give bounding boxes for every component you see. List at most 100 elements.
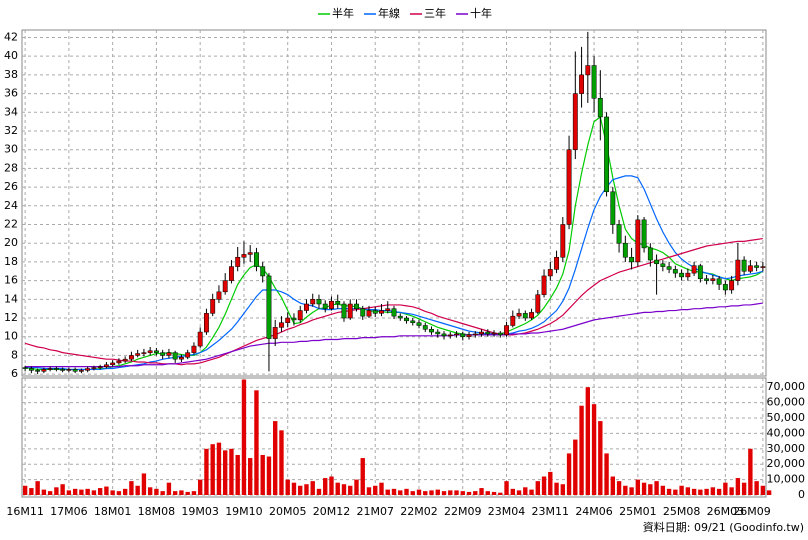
- volume-bar: [523, 487, 528, 495]
- volume-bar: [304, 484, 309, 495]
- candle-body: [329, 300, 334, 309]
- y2-tick-label: 30,000: [767, 442, 806, 455]
- y-tick-label: 36: [4, 87, 18, 100]
- volume-bar: [723, 482, 728, 495]
- candle-body: [479, 331, 484, 335]
- candle-body: [22, 367, 28, 369]
- candle-body: [560, 224, 566, 258]
- candle-body: [504, 325, 509, 336]
- candle-body: [85, 368, 91, 371]
- y-tick-label: 30: [4, 143, 18, 156]
- volume-bar: [41, 489, 47, 495]
- candle-body: [310, 299, 316, 305]
- x-tick-label: 22M09: [444, 505, 482, 518]
- volume-bar: [691, 488, 697, 495]
- candle-body: [547, 269, 553, 277]
- volume-bar: [591, 404, 597, 495]
- volume-bar: [541, 476, 547, 495]
- candle-body: [466, 334, 472, 337]
- volume-bar: [491, 491, 497, 495]
- candle-body: [304, 303, 309, 311]
- candle-body: [666, 266, 672, 270]
- volume-bar: [160, 491, 165, 495]
- volume-bar: [585, 387, 591, 495]
- candle-body: [97, 366, 103, 368]
- volume-bar: [485, 491, 490, 495]
- candle-body: [510, 315, 516, 326]
- candle-body: [491, 332, 497, 335]
- y-tick-label: 22: [4, 218, 18, 231]
- volume-bar: [510, 488, 515, 495]
- volume-bar: [354, 479, 359, 495]
- price-panel: [21, 29, 767, 377]
- candle-body: [679, 272, 685, 278]
- y-tick-label: 38: [4, 68, 18, 81]
- volume-bar: [273, 421, 278, 495]
- volume-bar: [291, 482, 297, 495]
- volume-bar: [385, 489, 390, 495]
- x-tick-label: 19M03: [181, 505, 219, 518]
- candle-body: [535, 294, 541, 313]
- candle-body: [147, 350, 153, 353]
- candle-body: [354, 303, 359, 309]
- volume-bar: [79, 489, 84, 495]
- volume-bar: [435, 489, 440, 495]
- volume-bar: [254, 390, 259, 495]
- volume-bar: [441, 491, 447, 495]
- candle-body: [166, 352, 172, 356]
- volume-bar: [579, 405, 584, 495]
- candle-body: [591, 65, 597, 99]
- x-tick-label: 18M01: [94, 505, 132, 518]
- candle-body: [691, 265, 697, 274]
- volume-bar: [679, 485, 684, 495]
- volume-bar: [398, 490, 403, 495]
- candle-body: [297, 310, 303, 321]
- volume-bar: [460, 491, 465, 495]
- legend-label: 十年: [470, 6, 492, 20]
- volume-bar: [323, 478, 328, 495]
- candle-body: [103, 364, 109, 367]
- y-tick-label: 26: [4, 180, 18, 193]
- candle-body: [622, 242, 628, 258]
- candle-body: [741, 259, 747, 272]
- candle-body: [347, 303, 353, 319]
- candle-body: [279, 322, 284, 328]
- y-tick-label: 10: [4, 330, 18, 343]
- candle-body: [485, 331, 491, 335]
- y2-tick-label: 50,000: [767, 411, 806, 424]
- volume-bar: [598, 421, 603, 495]
- volume-bar: [629, 487, 634, 495]
- volume-bar: [335, 482, 340, 495]
- volume-bar: [141, 473, 147, 495]
- x-tick-label: 23M11: [532, 505, 570, 518]
- y2-tick-label: 40,000: [767, 426, 806, 439]
- volume-bar: [248, 458, 253, 495]
- candle-body: [747, 265, 753, 272]
- candle-body: [141, 352, 147, 354]
- volume-bar: [698, 489, 703, 495]
- x-tick-label: 23M04: [488, 505, 526, 518]
- volume-bar: [560, 484, 565, 495]
- volume-bar: [454, 490, 459, 495]
- candle-body: [735, 259, 741, 281]
- candle-body: [672, 269, 678, 274]
- candle-body: [416, 322, 422, 326]
- legend-label: 半年: [332, 6, 354, 20]
- candle-body: [316, 299, 322, 305]
- candle-body: [41, 369, 47, 372]
- candle-body: [716, 278, 722, 285]
- volume-bar: [147, 487, 153, 495]
- footer: 資料日期: 09/21 (Goodinfo.tw): [643, 520, 804, 534]
- volume-bar: [604, 453, 609, 495]
- legend-label: 年線: [378, 6, 400, 20]
- volume-bar: [535, 481, 540, 495]
- x-tick-label: 17M06: [50, 505, 88, 518]
- volume-bar: [423, 491, 428, 495]
- volume-bar: [635, 479, 641, 495]
- volume-bar: [229, 448, 234, 495]
- candle-body: [254, 252, 259, 267]
- candle-body: [610, 191, 616, 225]
- candle-body: [572, 93, 578, 150]
- candle-body: [78, 370, 84, 372]
